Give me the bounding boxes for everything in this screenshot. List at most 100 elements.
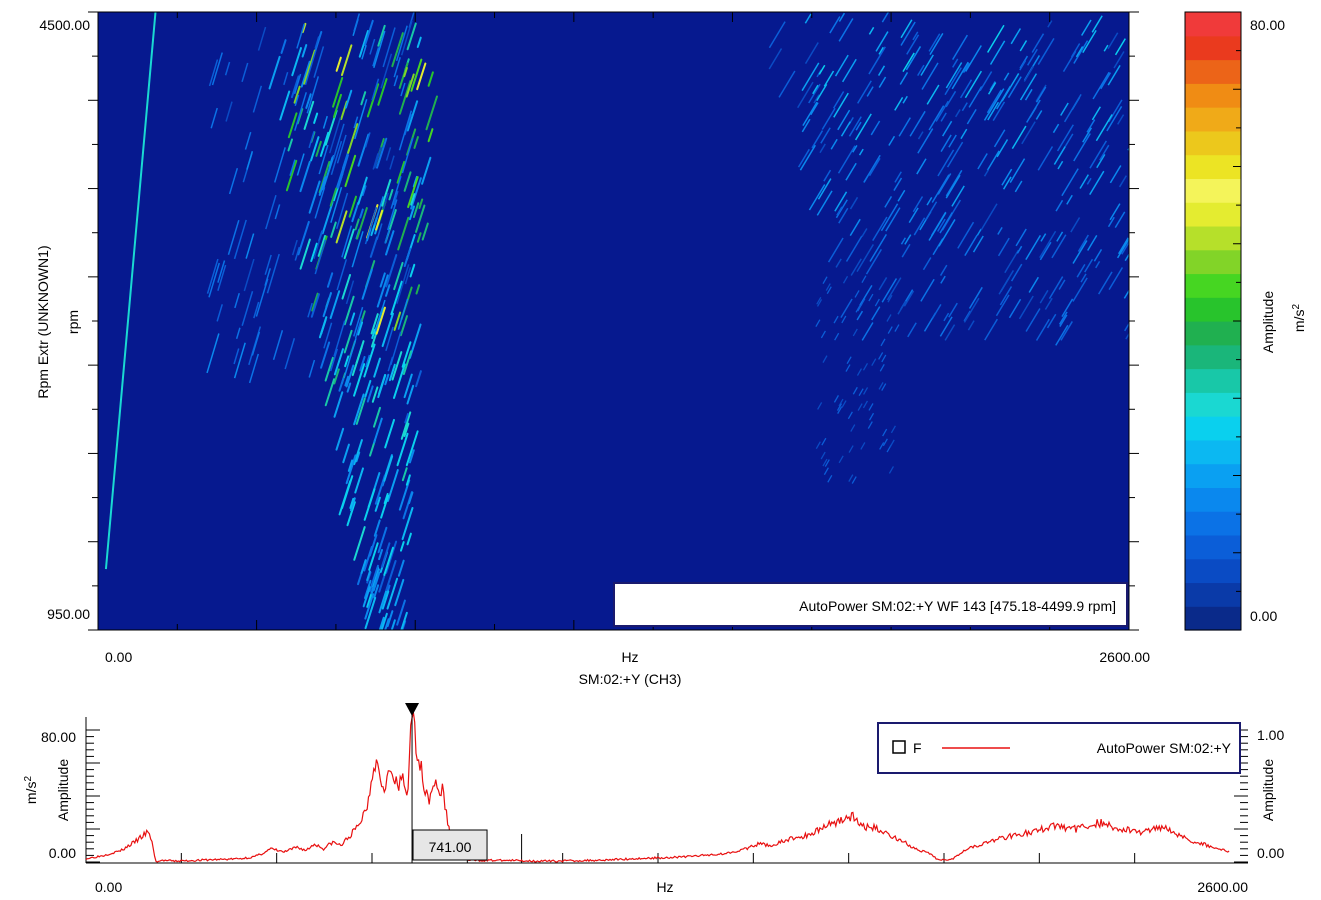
- energy-streak: [363, 19, 374, 47]
- high-order-streak: [880, 203, 899, 232]
- patch-streak: [820, 451, 826, 460]
- high-order-streak: [987, 101, 1000, 121]
- energy-streak: [385, 559, 397, 592]
- high-order-streak: [963, 297, 980, 323]
- heatmap-legend-box[interactable]: [613, 582, 1128, 627]
- energy-streak: [409, 263, 416, 278]
- high-order-streak: [1025, 235, 1042, 260]
- high-order-streak: [1082, 29, 1097, 53]
- patch-streak: [850, 424, 856, 432]
- patch-streak: [833, 315, 839, 324]
- energy-streak: [375, 209, 384, 231]
- patch-streak: [817, 402, 823, 410]
- energy-streak: [400, 611, 408, 630]
- spectrum-cursor[interactable]: 741.00: [405, 703, 488, 863]
- energy-streak: [345, 364, 355, 388]
- patch-streak: [823, 467, 829, 476]
- order-streak: [365, 354, 371, 368]
- energy-streak: [401, 507, 414, 541]
- high-order-streak: [1118, 175, 1128, 188]
- energy-streak: [373, 584, 380, 599]
- high-order-streak: [1008, 298, 1022, 319]
- patch-streak: [862, 363, 869, 371]
- high-order-streak: [984, 318, 998, 341]
- high-order-streak: [1080, 19, 1092, 36]
- energy-streak: [408, 205, 415, 221]
- high-order-streak: [945, 90, 957, 108]
- high-order-streak: [1066, 194, 1073, 205]
- energy-streak: [374, 474, 386, 505]
- colorbar-band: [1185, 107, 1241, 132]
- high-order-streak: [1084, 258, 1094, 273]
- colorbar-max-label: 80.00: [1250, 17, 1285, 33]
- high-order-streak: [1145, 142, 1152, 154]
- high-order-streak: [912, 196, 924, 213]
- high-order-streak: [821, 107, 836, 130]
- high-order-streak: [959, 79, 973, 99]
- energy-streak: [391, 32, 404, 68]
- high-order-streak: [1107, 65, 1121, 86]
- energy-streak: [335, 210, 348, 244]
- order-streak: [233, 348, 240, 365]
- high-order-streak: [951, 185, 965, 207]
- patch-streak: [874, 298, 880, 307]
- patch-streak: [856, 368, 863, 376]
- high-order-streak: [1106, 106, 1123, 132]
- patch-streak: [889, 439, 895, 448]
- high-order-streak: [861, 228, 868, 237]
- high-order-streak: [1070, 217, 1081, 233]
- high-order-streak: [1040, 233, 1047, 242]
- order-streak: [336, 134, 347, 164]
- legend-checkbox[interactable]: [892, 740, 906, 754]
- energy-streak: [405, 474, 411, 486]
- order-streak: [289, 159, 296, 176]
- high-order-streak: [1072, 277, 1088, 302]
- energy-streak: [358, 30, 369, 58]
- energy-streak: [342, 443, 350, 464]
- order-streak: [404, 113, 412, 136]
- energy-streak: [354, 467, 364, 494]
- energy-streak: [418, 198, 424, 210]
- order-streak: [314, 239, 327, 275]
- high-order-streak: [1077, 234, 1089, 252]
- energy-streak: [373, 519, 381, 537]
- high-order-streak: [940, 112, 947, 122]
- high-order-streak: [1060, 321, 1073, 341]
- colorbar-band: [1185, 511, 1241, 536]
- high-order-streak: [1135, 276, 1146, 295]
- patch-streak: [851, 476, 857, 484]
- colorbar-unit: m/s2: [1291, 304, 1308, 333]
- order-streak: [283, 71, 289, 86]
- high-order-streak: [1086, 119, 1096, 133]
- spectrum-x-unit: Hz: [656, 879, 673, 895]
- order-streak: [217, 264, 227, 291]
- energy-streak: [366, 570, 371, 582]
- order-streak: [233, 219, 247, 260]
- energy-streak: [321, 154, 335, 191]
- high-order-streak: [886, 277, 902, 301]
- high-order-streak: [778, 70, 796, 98]
- energy-streak: [368, 564, 379, 592]
- high-order-streak: [954, 109, 961, 118]
- high-order-streak: [900, 21, 916, 46]
- energy-streak: [379, 272, 386, 288]
- high-order-streak: [1004, 249, 1019, 274]
- high-order-streak: [1107, 216, 1115, 228]
- cursor-marker-icon[interactable]: [405, 703, 420, 716]
- high-order-streak: [957, 221, 975, 249]
- high-order-streak: [1095, 261, 1101, 269]
- high-order-streak: [1091, 15, 1103, 33]
- energy-streak: [299, 238, 311, 270]
- order-streak: [400, 20, 413, 56]
- colorbar-band: [1185, 344, 1241, 370]
- high-order-streak: [983, 113, 990, 121]
- energy-streak: [404, 413, 409, 424]
- high-order-streak: [993, 129, 1006, 148]
- high-order-streak: [1003, 72, 1010, 81]
- energy-streak: [416, 232, 422, 243]
- high-order-streak: [907, 322, 917, 338]
- order-streak: [397, 298, 409, 330]
- order-streak: [253, 301, 260, 319]
- patch-streak: [837, 406, 843, 414]
- spectrum-legend[interactable]: F AutoPower SM:02:+Y: [877, 722, 1241, 774]
